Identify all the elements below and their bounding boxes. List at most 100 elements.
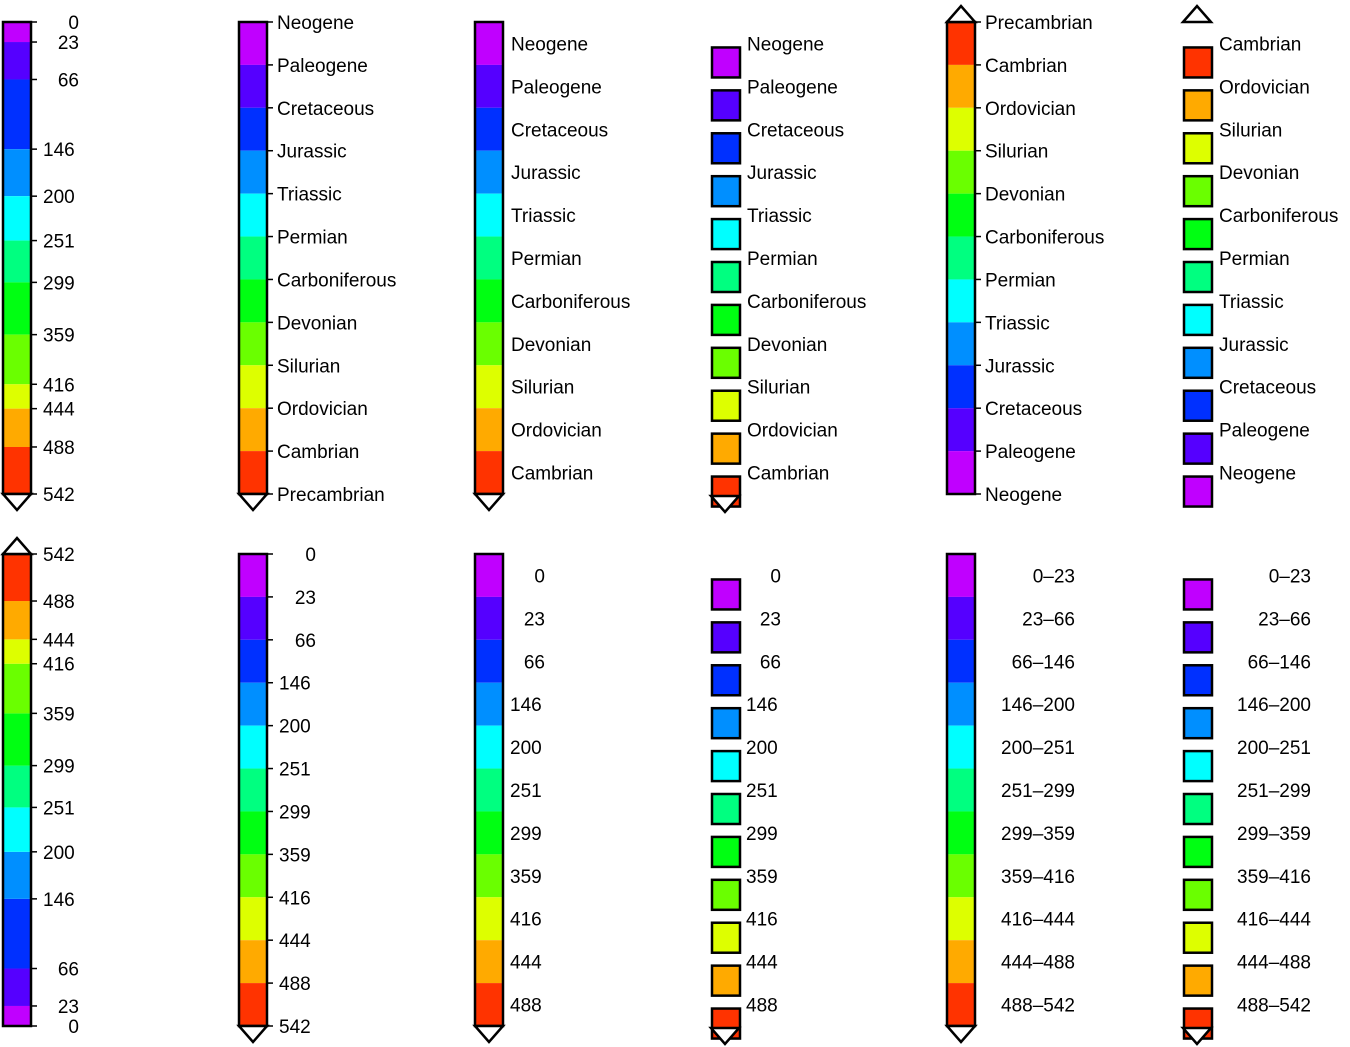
color-band-paleogene (3, 42, 31, 80)
color-band-silurian (3, 639, 31, 664)
legend-swatch-ordovician (710, 964, 742, 997)
color-band-devonian (239, 854, 267, 898)
color-band-carboniferous (3, 713, 31, 766)
color-band-jurassic (3, 851, 31, 899)
color-band-ordovician (239, 408, 267, 452)
interval-start-label: 66 (524, 652, 545, 673)
period-label: Devonian (1219, 163, 1299, 184)
interval-range-label: 444–488 (1237, 953, 1311, 974)
overflow-triangle-icon (472, 1024, 506, 1044)
interval-start-label: 359 (510, 867, 542, 888)
interval-range-label: 23–66 (1022, 609, 1075, 630)
tick-label: 488 (279, 974, 311, 995)
legend-swatch-ordovician (710, 432, 742, 465)
interval-start-label: 146 (510, 695, 542, 716)
period-label: Paleogene (985, 442, 1076, 463)
period-label: Devonian (277, 313, 357, 334)
color-band-carboniferous (239, 279, 267, 323)
legend-swatch-permian (710, 260, 742, 294)
interval-range-label: 251–299 (1237, 781, 1311, 802)
legend-swatch-devonian (1182, 878, 1214, 912)
legend-swatch-jurassic (1182, 706, 1214, 740)
legend-swatch-paleogene (710, 621, 742, 654)
legend-swatch-neogene (1182, 475, 1214, 508)
interval-range-label: 200–251 (1001, 738, 1075, 759)
color-band-silurian (239, 897, 267, 941)
tick-label: 542 (43, 545, 75, 566)
tick-label: 200 (43, 187, 75, 208)
period-label: Ordovician (1219, 77, 1310, 98)
interval-start-label: 146 (746, 695, 778, 716)
tick-label: 488 (43, 438, 75, 459)
color-band-permian (239, 768, 267, 812)
color-band-permian (475, 236, 503, 280)
period-label: Triassic (277, 185, 342, 206)
period-label: Neogene (1219, 464, 1296, 485)
interval-range-label: 23–66 (1258, 609, 1311, 630)
tick-label: 200 (279, 717, 311, 738)
color-band-neogene (239, 554, 267, 597)
tick-label: 66 (58, 960, 79, 981)
legend-swatch-ordovician (1182, 89, 1214, 122)
legend-swatch-permian (710, 792, 742, 826)
period-label: Jurassic (511, 163, 581, 184)
tick-label: 416 (43, 375, 75, 396)
legend-swatch-silurian (710, 389, 742, 422)
tick-label: 146 (279, 674, 311, 695)
tick-label: 146 (43, 890, 75, 911)
interval-start-label: 299 (746, 824, 778, 845)
color-band-silurian (475, 365, 503, 409)
colorbar-r1c6: Cambrian Ordovician Silurian Devonian Carbon… (1180, 4, 1338, 508)
color-band-devonian (239, 322, 267, 366)
interval-start-label: 416 (746, 910, 778, 931)
legend-swatch-triassic (710, 749, 742, 783)
period-label: Silurian (1219, 120, 1282, 141)
tick-label: 200 (43, 843, 75, 864)
color-band-devonian (947, 854, 975, 898)
color-band-cambrian (947, 983, 975, 1026)
legend-swatch-silurian (1182, 921, 1214, 954)
interval-range-label: 0–23 (1033, 566, 1075, 587)
interval-range-label: 488–542 (1001, 996, 1075, 1017)
color-band-neogene (3, 22, 31, 43)
interval-start-label: 251 (746, 781, 778, 802)
interval-range-label: 146–200 (1001, 695, 1075, 716)
period-label: Jurassic (1219, 335, 1289, 356)
legend-swatch-neogene (710, 578, 742, 611)
tick-label: 444 (43, 630, 75, 651)
period-label: Cretaceous (511, 120, 608, 141)
color-band-ordovician (239, 940, 267, 984)
color-band-jurassic (475, 150, 503, 194)
color-band-triassic (475, 193, 503, 237)
period-label: Precambrian (277, 485, 385, 506)
color-band-silurian (475, 897, 503, 941)
period-label: Ordovician (747, 421, 838, 442)
interval-range-label: 416–444 (1001, 910, 1075, 931)
legend-swatch-devonian (710, 878, 742, 912)
interval-range-label: 66–146 (1248, 652, 1311, 673)
interval-range-label: 299–359 (1001, 824, 1075, 845)
interval-range-label: 444–488 (1001, 953, 1075, 974)
period-label: Permian (1219, 249, 1290, 270)
tick-label: 444 (43, 400, 75, 421)
legend-swatch-carboniferous (1182, 835, 1214, 869)
period-label: Cambrian (277, 442, 359, 463)
period-label: Ordovician (277, 399, 368, 420)
legend-swatch-cretaceous (710, 132, 742, 165)
legend-swatch-paleogene (1182, 432, 1214, 465)
period-label: Jurassic (985, 356, 1055, 377)
legend-swatch-cambrian (1182, 46, 1214, 79)
tick-label: 0 (305, 545, 316, 566)
tick-label: 488 (43, 592, 75, 613)
legend-swatch-devonian (710, 346, 742, 380)
color-band-triassic (3, 196, 31, 241)
color-band-permian (475, 768, 503, 812)
color-band-ordovician (947, 64, 975, 108)
color-band-silurian (947, 897, 975, 941)
color-band-paleogene (475, 596, 503, 640)
color-band-ordovician (475, 940, 503, 984)
interval-range-label: 359–416 (1237, 867, 1311, 888)
legend-swatch-cretaceous (710, 664, 742, 697)
color-band-cambrian (475, 451, 503, 494)
color-band-neogene (475, 554, 503, 597)
